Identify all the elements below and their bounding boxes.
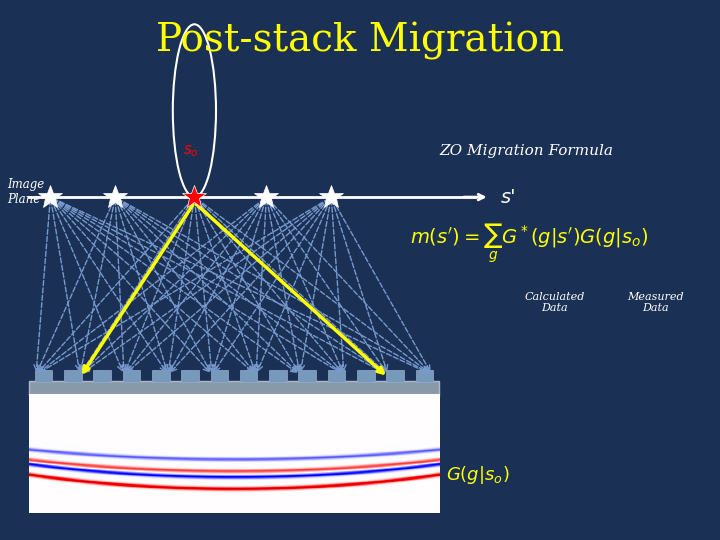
Text: Calculated
Data: Calculated Data: [524, 292, 585, 313]
FancyBboxPatch shape: [328, 370, 346, 382]
FancyBboxPatch shape: [29, 381, 439, 396]
FancyBboxPatch shape: [357, 370, 374, 382]
FancyBboxPatch shape: [299, 370, 316, 382]
FancyBboxPatch shape: [387, 370, 404, 382]
Text: s': s': [500, 187, 516, 207]
FancyBboxPatch shape: [64, 370, 81, 382]
FancyBboxPatch shape: [94, 370, 111, 382]
FancyBboxPatch shape: [181, 370, 199, 382]
Text: $s_o$: $s_o$: [183, 144, 199, 159]
FancyBboxPatch shape: [122, 370, 140, 382]
FancyBboxPatch shape: [415, 370, 433, 382]
FancyBboxPatch shape: [210, 370, 228, 382]
Text: Image
Plane: Image Plane: [7, 178, 45, 206]
Text: Post-stack Migration: Post-stack Migration: [156, 22, 564, 59]
FancyBboxPatch shape: [269, 370, 287, 382]
FancyBboxPatch shape: [152, 370, 169, 382]
Text: ZO Migration Formula: ZO Migration Formula: [439, 144, 613, 158]
Text: Measured
Data: Measured Data: [627, 292, 683, 313]
FancyBboxPatch shape: [35, 370, 53, 382]
FancyBboxPatch shape: [240, 370, 258, 382]
Text: $m(s') = \sum_g G^*(g|s')G(g|s_o)$: $m(s') = \sum_g G^*(g|s')G(g|s_o)$: [410, 221, 649, 265]
Text: $G(g|s_o)$: $G(g|s_o)$: [446, 464, 510, 486]
